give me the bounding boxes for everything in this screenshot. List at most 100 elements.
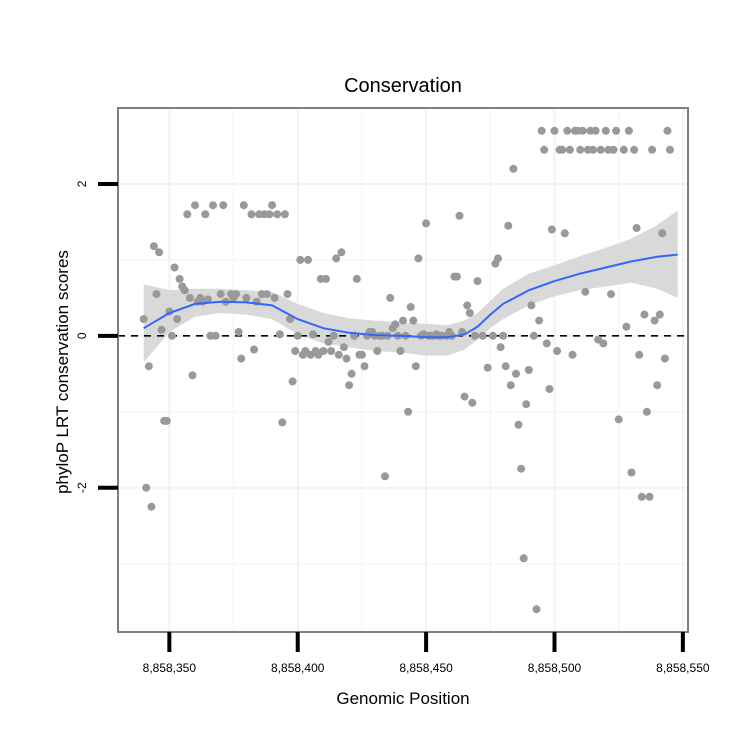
data-point xyxy=(519,554,528,563)
data-point xyxy=(532,605,541,614)
data-point xyxy=(619,145,628,154)
data-point xyxy=(591,126,600,135)
data-point xyxy=(283,290,292,299)
data-point xyxy=(666,145,674,154)
data-point xyxy=(270,293,279,302)
data-point xyxy=(296,255,305,264)
data-point xyxy=(655,310,664,319)
x-axis-label: Genomic Position xyxy=(336,689,469,708)
data-point xyxy=(614,415,623,424)
y-tick-label: 2 xyxy=(75,180,89,187)
data-point xyxy=(624,126,633,135)
data-point xyxy=(460,392,469,401)
data-point xyxy=(512,369,520,378)
data-point xyxy=(627,468,636,477)
data-point xyxy=(352,274,361,283)
x-tick-label: 8,858,450 xyxy=(399,661,453,675)
data-point xyxy=(268,201,277,210)
data-point xyxy=(250,345,259,354)
data-point xyxy=(191,201,199,210)
data-point xyxy=(167,331,176,340)
data-point xyxy=(347,369,356,378)
data-point xyxy=(550,126,559,135)
data-point xyxy=(373,347,382,355)
data-point xyxy=(499,331,508,340)
data-point xyxy=(642,407,651,416)
data-point xyxy=(239,201,248,210)
data-point xyxy=(345,381,354,390)
data-point xyxy=(596,145,605,154)
data-point xyxy=(581,287,590,296)
data-point xyxy=(578,126,587,135)
data-point xyxy=(465,309,474,317)
data-point xyxy=(324,337,333,346)
data-point xyxy=(599,339,608,348)
data-point xyxy=(309,330,318,339)
data-point xyxy=(386,293,395,302)
data-point xyxy=(337,248,346,257)
data-point xyxy=(234,328,243,336)
data-point xyxy=(473,277,482,286)
data-point xyxy=(399,316,407,325)
data-point xyxy=(322,274,330,283)
data-point xyxy=(635,350,644,359)
confidence-ribbon-group xyxy=(143,210,678,363)
data-point xyxy=(589,145,597,154)
data-point xyxy=(496,343,505,352)
x-axis: 8,858,350 8,858,400 8,858,450 8,858,500 8,85… xyxy=(143,632,710,675)
data-point xyxy=(565,145,574,154)
data-point xyxy=(149,242,158,251)
y-axis: -2 0 2 xyxy=(75,180,118,493)
grid xyxy=(118,108,688,632)
data-point xyxy=(329,331,338,340)
data-point xyxy=(501,362,510,371)
x-tick-label: 8,858,350 xyxy=(143,661,197,675)
data-point xyxy=(542,339,551,348)
data-point xyxy=(319,347,328,355)
data-point xyxy=(650,316,659,325)
data-point xyxy=(560,229,569,238)
loess-smooth-line xyxy=(143,253,678,339)
data-point xyxy=(183,210,192,219)
data-point xyxy=(247,210,256,219)
data-point xyxy=(180,286,189,295)
data-point xyxy=(342,354,351,363)
data-point xyxy=(139,315,148,324)
data-point xyxy=(553,347,562,355)
x-tick-label: 8,858,550 xyxy=(656,661,710,675)
data-point xyxy=(504,221,513,230)
data-point xyxy=(483,363,492,372)
data-point xyxy=(142,483,151,492)
data-point xyxy=(273,210,282,219)
data-point xyxy=(170,263,179,272)
y-axis-label: phyloP LRT conservation scores xyxy=(53,250,72,494)
data-point xyxy=(545,385,554,393)
data-point xyxy=(414,254,423,263)
x-tick-label: 8,858,500 xyxy=(528,661,582,675)
data-point xyxy=(334,350,343,359)
data-point xyxy=(232,290,241,299)
x-tick-label: 8,858,400 xyxy=(271,661,325,675)
data-point xyxy=(576,145,585,154)
data-point xyxy=(293,331,302,340)
data-point xyxy=(568,350,577,359)
data-point xyxy=(645,492,654,501)
data-point xyxy=(609,145,618,154)
data-point xyxy=(547,225,556,234)
data-point xyxy=(640,310,649,319)
data-point xyxy=(406,303,415,311)
data-point xyxy=(455,211,464,220)
data-point xyxy=(411,362,420,371)
data-point xyxy=(524,366,533,374)
data-point xyxy=(478,331,487,340)
data-point xyxy=(529,331,538,340)
data-point xyxy=(288,377,297,386)
data-point xyxy=(147,502,156,511)
data-point xyxy=(660,354,669,363)
data-point xyxy=(237,354,246,363)
data-point xyxy=(175,274,184,283)
data-point xyxy=(211,331,220,340)
data-point xyxy=(409,316,418,325)
data-point xyxy=(201,210,210,219)
